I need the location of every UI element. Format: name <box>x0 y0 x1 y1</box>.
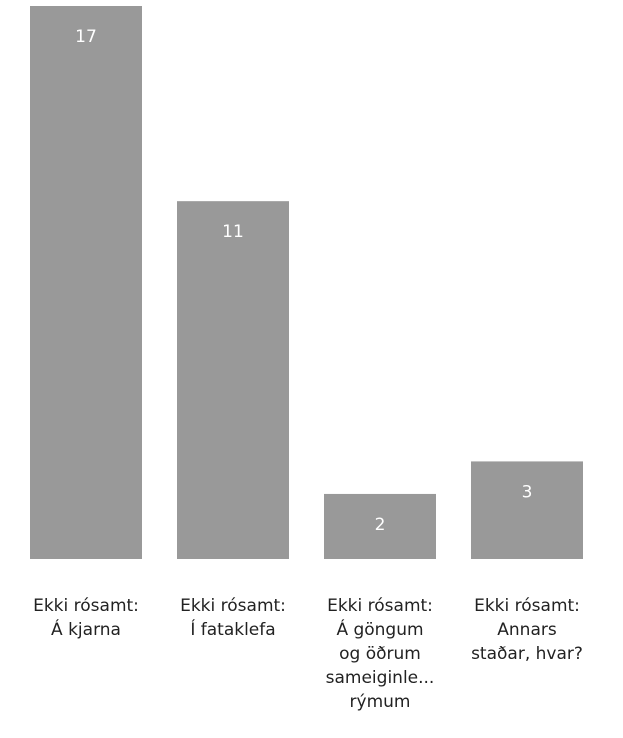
category-label-line: Ekki rósamt: <box>33 596 139 616</box>
bar-value-label-2: 11 <box>222 222 244 242</box>
bar-value-label-4: 3 <box>522 482 533 502</box>
bar-1 <box>30 6 142 559</box>
category-label-line: Ekki rósamt: <box>474 596 580 616</box>
category-label-2: Ekki rósamt: Í fataklefa <box>180 596 286 640</box>
bar-value-label-3: 2 <box>375 515 386 535</box>
category-label-line: Ekki rósamt: <box>180 596 286 616</box>
category-label-1: Ekki rósamt: Á kjarna <box>33 596 139 640</box>
category-label-line: Í fataklefa <box>190 618 275 640</box>
category-label-line: Á kjarna <box>51 618 121 640</box>
bar-2 <box>177 201 289 560</box>
category-label-3: Ekki rósamt: Á göngum og öðrum sameiginle..… <box>326 596 435 712</box>
category-label-line: rýmum <box>350 692 411 712</box>
bar-3 <box>324 493 436 559</box>
category-label-line: Ekki rósamt: <box>327 596 433 616</box>
bar-4 <box>471 461 583 559</box>
category-label-line: Annars <box>497 620 557 640</box>
category-label-line: sameiginle... <box>326 668 435 688</box>
category-label-line: og öðrum <box>339 644 421 664</box>
bar-value-label-1: 17 <box>75 27 97 47</box>
category-label-line: Á göngum <box>336 618 423 640</box>
category-label-4: Ekki rósamt: Annars staðar, hvar? <box>471 596 583 664</box>
category-label-line: staðar, hvar? <box>471 644 583 664</box>
